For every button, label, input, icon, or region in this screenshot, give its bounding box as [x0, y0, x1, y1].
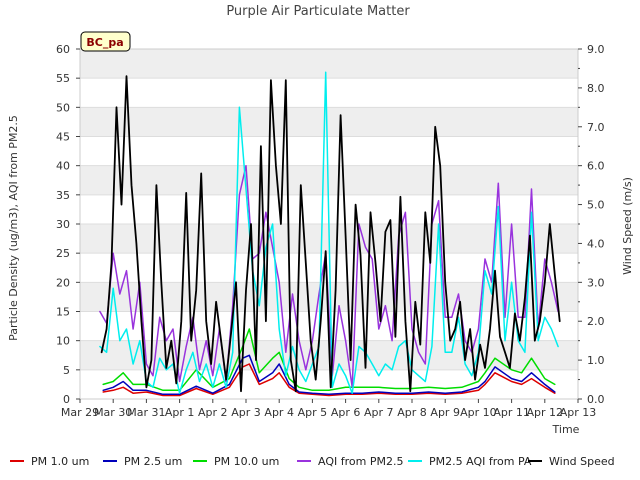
series-line-pm-10-0-um — [102, 328, 556, 392]
x-tick-label: Apr 5 — [298, 406, 328, 419]
legend-label-pm-10-0-um: PM 10.0 um — [214, 455, 279, 468]
series-line-wind-speed — [100, 75, 561, 393]
x-tick-label: Apr 11 — [493, 406, 530, 419]
legend-label-pm2-5-aqi-from-pa: PM2.5 AQI from PA — [429, 455, 532, 468]
legend-label-aqi-from-pm2-5: AQI from PM2.5 — [318, 455, 403, 468]
x-tick-label: Apr 2 — [198, 406, 228, 419]
badge-box — [80, 31, 131, 52]
grid-band — [80, 165, 578, 195]
x-tick-label: Apr 1 — [165, 406, 195, 419]
x-tick-label: Apr 9 — [430, 406, 460, 419]
right-tick-label: 1.0 — [587, 354, 605, 367]
right-tick-label: 0.0 — [587, 393, 605, 406]
x-tick-label: Mar 29 — [61, 406, 99, 419]
legend-label-pm-2-5-um: PM 2.5 um — [124, 455, 182, 468]
right-tick-label: 8.0 — [587, 82, 605, 95]
right-tick-label: 4.0 — [587, 237, 605, 250]
x-tick-label: Apr 7 — [364, 406, 394, 419]
left-tick-label: 40 — [56, 160, 70, 173]
x-tick-label: Apr 12 — [527, 406, 564, 419]
left-tick-label: 45 — [56, 131, 70, 144]
grid-band — [80, 49, 578, 79]
left-tick-label: 5 — [63, 364, 70, 377]
right-tick-label: 3.0 — [587, 276, 605, 289]
series-line-pm-1-0-um — [102, 363, 556, 397]
left-tick-label: 30 — [56, 218, 70, 231]
left-tick-label: 60 — [56, 43, 70, 56]
left-tick-label: 15 — [56, 306, 70, 319]
badge-label: BC_pa — [86, 36, 123, 49]
x-axis-title: Time — [552, 423, 580, 436]
left-tick-label: 25 — [56, 247, 70, 260]
left-tick-label: 50 — [56, 101, 70, 114]
series-line-pm-2-5-um — [102, 354, 556, 396]
right-tick-label: 5.0 — [587, 199, 605, 212]
x-tick-label: Mar 30 — [94, 406, 132, 419]
x-tick-label: Apr 6 — [331, 406, 361, 419]
legend-label-pm-1-0-um: PM 1.0 um — [31, 455, 89, 468]
y-axis-title-left: Particle Density (ug/m3), AQI from PM2.5 — [7, 115, 20, 341]
legend: PM 1.0 um PM 2.5 um PM 10.0 um AQI from PM2… — [10, 455, 615, 468]
x-tick-label: Apr 3 — [231, 406, 261, 419]
chart-title: Purple Air Particulate Matter — [226, 4, 410, 19]
left-tick-label: 10 — [56, 335, 70, 348]
left-tick-label: 55 — [56, 72, 70, 85]
left-tick-label: 0 — [63, 393, 70, 406]
station-badge: BC_pa — [80, 31, 131, 52]
left-axis: 0 5 10 15 20 25 30 35 40 45 50 55 60 — [56, 43, 80, 406]
right-tick-label: 9.0 — [587, 43, 605, 56]
x-tick-label: Apr 10 — [460, 406, 497, 419]
right-tick-label: 7.0 — [587, 121, 605, 134]
right-axis: 0.0 1.0 2.0 3.0 4.0 5.0 6.0 7.0 8.0 9.0 — [578, 43, 605, 406]
grid-band — [80, 107, 578, 137]
x-tick-label: Apr 8 — [397, 406, 427, 419]
left-tick-label: 35 — [56, 189, 70, 202]
left-tick-label: 20 — [56, 276, 70, 289]
series-layer — [99, 71, 561, 397]
series-line-aqi-from-pm2-5 — [99, 164, 559, 389]
x-tick-label: Mar 31 — [127, 406, 165, 419]
x-tick-label: Apr 13 — [560, 406, 597, 419]
y-axis-title-right: Wind Speed (m/s) — [621, 177, 634, 275]
right-tick-label: 6.0 — [587, 160, 605, 173]
right-tick-label: 2.0 — [587, 315, 605, 328]
legend-label-wind-speed: Wind Speed — [549, 455, 615, 468]
x-tick-label: Apr 4 — [264, 406, 294, 419]
